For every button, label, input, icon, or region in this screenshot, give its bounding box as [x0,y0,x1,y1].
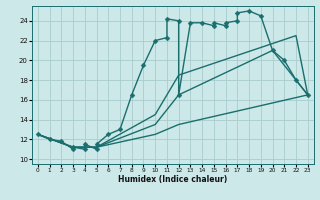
X-axis label: Humidex (Indice chaleur): Humidex (Indice chaleur) [118,175,228,184]
